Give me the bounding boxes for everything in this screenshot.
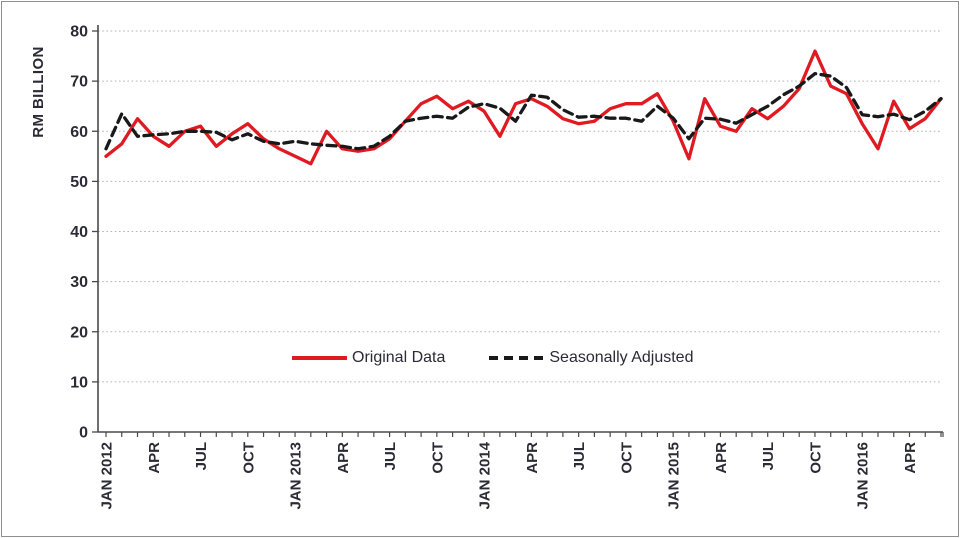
legend-label-seasonally-adjusted: Seasonally Adjusted (549, 349, 694, 366)
seasonally-adjusted-line-sample (489, 356, 545, 360)
legend-label-original-data: Original Data (352, 349, 446, 366)
x-tick-label: JAN 2013 (288, 442, 305, 510)
x-tick-label: JUL (760, 442, 777, 470)
original-data-line-sample (292, 356, 347, 360)
series-seasonally-adjusted (104, 71, 943, 151)
y-axis-title: RM BILLION (30, 46, 47, 138)
y-tick-label: 20 (70, 324, 88, 341)
y-tick-label: 60 (70, 124, 88, 141)
y-tick-label: 40 (70, 224, 88, 241)
y-tick-label: 70 (70, 74, 88, 91)
y-tick-label: 0 (79, 425, 88, 442)
x-tick-label: JAN 2014 (477, 441, 494, 509)
x-tick-label: APR (902, 442, 919, 474)
legend: Original Data Seasonally Adjusted (292, 349, 693, 367)
x-tick-label: JUL (571, 442, 588, 470)
x-tick-label: JAN 2015 (666, 442, 683, 510)
x-tick-label: JUL (193, 442, 210, 470)
x-tick-label: APR (335, 442, 352, 474)
x-tick-label: OCT (807, 442, 824, 474)
y-tick-label: 80 (70, 24, 88, 41)
x-tick-label: JAN 2016 (855, 442, 872, 510)
x-tick-label: JUL (382, 442, 399, 470)
x-tick-label: APR (146, 442, 163, 474)
x-tick-label: OCT (618, 442, 635, 474)
y-tick-label: 30 (70, 274, 88, 291)
x-tick-label: OCT (240, 442, 257, 474)
x-tick-label: OCT (429, 442, 446, 474)
x-tick-label: JAN 2012 (99, 442, 116, 510)
x-tick-label: APR (713, 442, 730, 474)
x-tick-label: APR (524, 442, 541, 474)
y-tick-label: 10 (70, 374, 88, 391)
legend-item-original-data: Original Data (292, 349, 445, 367)
y-tick-label: 50 (70, 174, 88, 191)
legend-item-seasonally-adjusted: Seasonally Adjusted (489, 349, 693, 367)
